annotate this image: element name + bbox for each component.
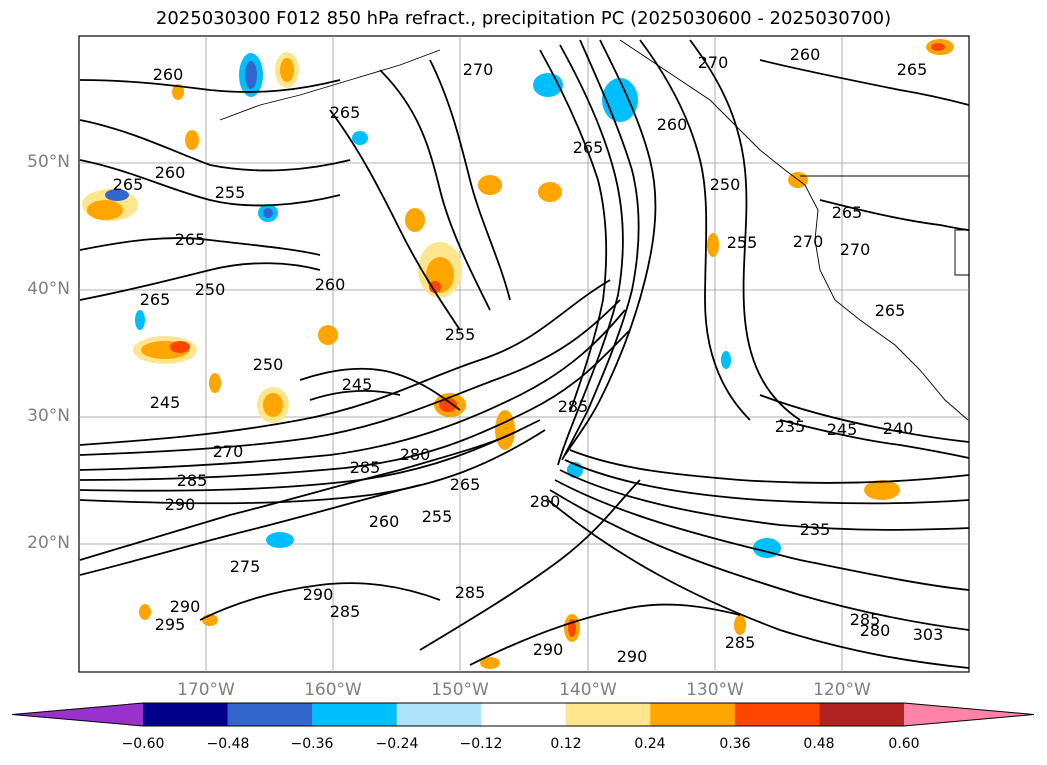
contour-label: 290	[165, 495, 196, 514]
colorbar	[11, 702, 1035, 727]
colorbar-segment	[143, 703, 229, 726]
contour-label: 255	[422, 507, 453, 526]
contour-label: 295	[155, 615, 186, 634]
contour-label: 265	[875, 301, 906, 320]
colorbar-tick: 0.12	[550, 736, 582, 752]
colorbar-tick: −0.60	[121, 736, 165, 752]
contour-label: 270	[698, 53, 729, 72]
colorbar-segment	[312, 703, 398, 726]
contour-label: 260	[369, 512, 400, 531]
contour-label: 285	[330, 602, 361, 621]
contour-label: 260	[153, 65, 184, 84]
contour-label: 285	[350, 458, 381, 477]
gridlines	[79, 36, 969, 672]
contour-label: 265	[897, 60, 928, 79]
colorbar-segment	[481, 703, 567, 726]
lon-label-160w: 160°W	[304, 680, 362, 700]
coastlines	[219, 39, 969, 421]
contour-label: 290	[170, 597, 201, 616]
contour-label: 285	[455, 583, 486, 602]
lat-label-30n: 30°N	[27, 406, 70, 426]
contour-label: 260	[790, 45, 821, 64]
chart-title: 2025030300 F012 850 hPa refract., precip…	[155, 8, 892, 29]
colorbar-segment	[396, 703, 482, 726]
map-frame	[78, 35, 970, 673]
colorbar-tick: 0.36	[719, 736, 751, 752]
contour-label: 285	[558, 397, 589, 416]
contour-label: 255	[445, 325, 476, 344]
contour-label: 290	[303, 585, 334, 604]
contour-label: 270	[840, 240, 871, 259]
lon-label-150w: 150°W	[431, 680, 489, 700]
contour-label: 265	[113, 175, 144, 194]
colorbar-segment	[819, 703, 905, 726]
contour-label: 280	[530, 492, 561, 511]
contour-label: 285	[850, 610, 881, 629]
colorbar-tick: −0.12	[459, 736, 503, 752]
contour-label: 280	[860, 621, 891, 640]
contour-labels: 260 265 270 265 255 260 265 265 250 260 …	[113, 45, 944, 666]
colorbar-segment	[650, 703, 736, 726]
contour-label: 265	[573, 138, 604, 157]
colorbar-tick: −0.36	[290, 736, 334, 752]
contour-label: 290	[617, 647, 648, 666]
contour-label: 270	[463, 60, 494, 79]
colorbar-tick: 0.60	[888, 736, 920, 752]
contour-label: 265	[175, 230, 206, 249]
contour-label: 255	[727, 233, 758, 252]
contour-label: 250	[253, 355, 284, 374]
contours	[79, 39, 970, 669]
lat-label-20n: 20°N	[27, 533, 70, 553]
colorbar-segment	[227, 703, 313, 726]
contour-label: 245	[827, 420, 858, 439]
lon-label-130w: 130°W	[686, 680, 744, 700]
contour-label: 235	[800, 520, 831, 539]
colorbar-extend-high	[904, 703, 1034, 726]
lat-label-50n: 50°N	[27, 152, 70, 172]
lon-label-120w: 120°W	[813, 680, 871, 700]
contour-label: 255	[215, 183, 246, 202]
contour-label: 270	[793, 232, 824, 251]
contour-label: 265	[140, 290, 171, 309]
contour-label: 260	[315, 275, 346, 294]
contour-label: 240	[883, 419, 914, 438]
colorbar-extend-low	[12, 703, 143, 726]
lon-label-140w: 140°W	[559, 680, 617, 700]
lat-label-40n: 40°N	[27, 279, 70, 299]
contour-label: 265	[450, 475, 481, 494]
contour-label: 245	[342, 375, 373, 394]
contour-label: 285	[177, 471, 208, 490]
colorbar-segment	[565, 703, 651, 726]
contour-label: 290	[533, 640, 564, 659]
lon-label-170w: 170°W	[177, 680, 235, 700]
colorbar-tick: −0.24	[375, 736, 419, 752]
contour-label: 245	[150, 393, 181, 412]
precip-fills	[82, 39, 954, 669]
contour-label: 303	[913, 625, 944, 644]
contour-label: 260	[657, 115, 688, 134]
colorbar-outline	[11, 702, 1035, 727]
colorbar-tick: 0.48	[803, 736, 835, 752]
contour-label: 285	[725, 633, 756, 652]
contour-label: 235	[775, 417, 806, 436]
contour-label: 260	[155, 163, 186, 182]
contour-label: 250	[710, 175, 741, 194]
contour-label: 250	[195, 280, 226, 299]
colorbar-tick: 0.24	[634, 736, 666, 752]
contour-label: 270	[213, 442, 244, 461]
colorbar-segment	[734, 703, 820, 726]
contour-label: 280	[400, 445, 431, 464]
colorbar-tick: −0.48	[206, 736, 250, 752]
contour-label: 265	[330, 103, 361, 122]
contour-label: 275	[230, 557, 261, 576]
contour-label: 265	[832, 203, 863, 222]
